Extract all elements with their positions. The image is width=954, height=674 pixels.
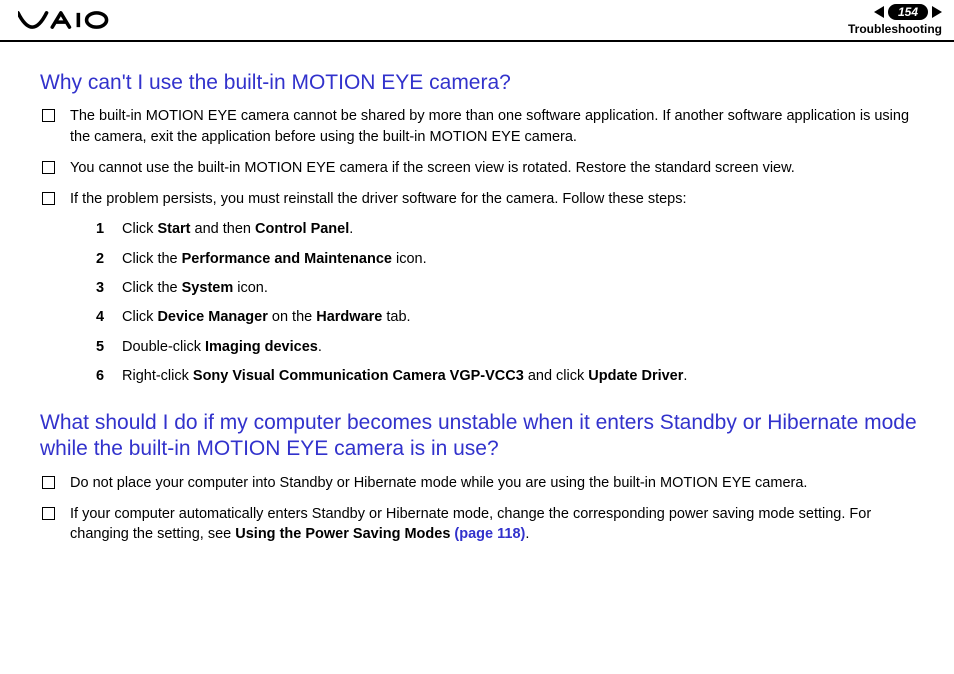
steps-list: 1 Click Start and then Control Panel. 2 … xyxy=(70,219,918,386)
step-number: 4 xyxy=(96,307,108,327)
answer-list-1: The built-in MOTION EYE camera cannot be… xyxy=(40,106,918,386)
page-cross-reference-link[interactable]: (page 118) xyxy=(454,526,525,542)
step-item: 2 Click the Performance and Maintenance … xyxy=(96,249,918,269)
header-right: 154 Troubleshooting xyxy=(848,4,942,36)
list-item: Do not place your computer into Standby … xyxy=(66,473,918,493)
question-heading-2: What should I do if my computer becomes … xyxy=(40,410,918,463)
step-item: 5 Double-click Imaging devices. xyxy=(96,337,918,357)
list-item-text: If the problem persists, you must reinst… xyxy=(70,191,687,207)
list-item: The built-in MOTION EYE camera cannot be… xyxy=(66,106,918,147)
list-item: If your computer automatically enters St… xyxy=(66,504,918,545)
step-item: 6 Right-click Sony Visual Communication … xyxy=(96,366,918,386)
step-text: Double-click Imaging devices. xyxy=(122,337,322,357)
page-content: Why can't I use the built-in MOTION EYE … xyxy=(0,42,954,545)
step-text: Click Start and then Control Panel. xyxy=(122,219,353,239)
step-item: 3 Click the System icon. xyxy=(96,278,918,298)
step-number: 3 xyxy=(96,278,108,298)
list-item: You cannot use the built-in MOTION EYE c… xyxy=(66,158,918,178)
page-navigator: 154 xyxy=(874,4,942,20)
page-number-badge: 154 xyxy=(888,4,928,20)
step-number: 6 xyxy=(96,366,108,386)
step-number: 1 xyxy=(96,219,108,239)
manual-page: 154 Troubleshooting Why can't I use the … xyxy=(0,0,954,674)
step-number: 5 xyxy=(96,337,108,357)
list-item: If the problem persists, you must reinst… xyxy=(66,189,918,386)
vaio-logo xyxy=(18,10,132,30)
question-heading-1: Why can't I use the built-in MOTION EYE … xyxy=(40,70,918,96)
next-page-arrow-icon[interactable] xyxy=(932,6,942,18)
step-text: Click the System icon. xyxy=(122,278,268,298)
step-item: 4 Click Device Manager on the Hardware t… xyxy=(96,307,918,327)
list-item-text-bold: Using the Power Saving Modes xyxy=(235,526,454,542)
step-number: 2 xyxy=(96,249,108,269)
section-label: Troubleshooting xyxy=(848,22,942,36)
step-text: Click Device Manager on the Hardware tab… xyxy=(122,307,411,327)
page-header: 154 Troubleshooting xyxy=(0,0,954,42)
list-item-text-post: . xyxy=(525,526,529,542)
answer-list-2: Do not place your computer into Standby … xyxy=(40,473,918,545)
step-item: 1 Click Start and then Control Panel. xyxy=(96,219,918,239)
prev-page-arrow-icon[interactable] xyxy=(874,6,884,18)
step-text: Click the Performance and Maintenance ic… xyxy=(122,249,427,269)
step-text: Right-click Sony Visual Communication Ca… xyxy=(122,366,687,386)
